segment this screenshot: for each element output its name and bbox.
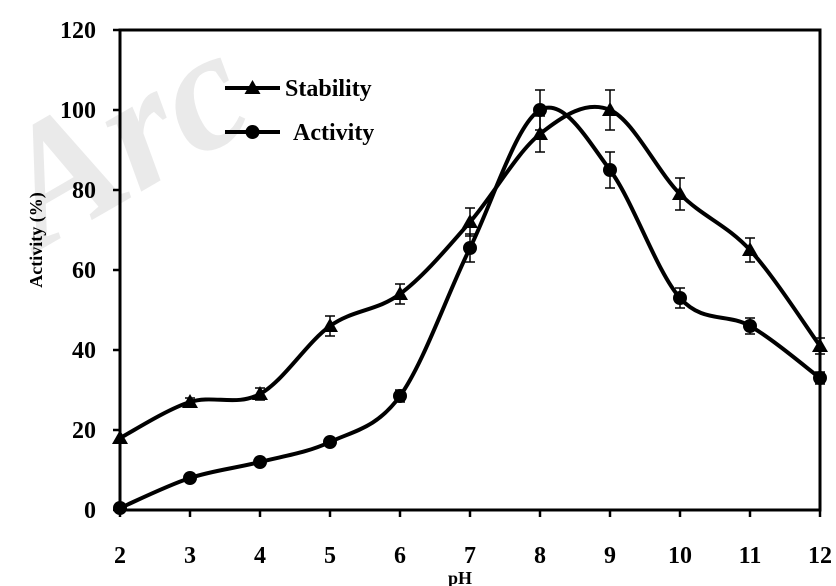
- legend-label: Activity: [293, 120, 374, 146]
- data-point-activity: [113, 501, 127, 515]
- data-point-stability: [322, 318, 338, 332]
- x-tick-label: 7: [464, 543, 476, 569]
- series-layer: [112, 89, 828, 515]
- data-point-activity: [603, 163, 617, 177]
- y-tick-label: 80: [72, 178, 96, 204]
- data-point-activity: [463, 241, 477, 255]
- x-tick-label: 4: [254, 543, 266, 569]
- series-activity: [113, 89, 827, 515]
- legend-item-activity: Activity: [225, 120, 374, 146]
- data-point-activity: [533, 103, 547, 117]
- data-point-stability: [602, 102, 618, 116]
- x-tick-label: 12: [808, 543, 832, 569]
- y-axis-label: Activity (%): [26, 192, 47, 287]
- x-tick-label: 9: [604, 543, 616, 569]
- data-point-activity: [183, 471, 197, 485]
- x-axis-label: pH: [448, 568, 472, 586]
- data-point-activity: [323, 435, 337, 449]
- x-tick-label: 8: [534, 543, 546, 569]
- data-point-stability: [742, 242, 758, 256]
- y-tick-label: 120: [60, 18, 96, 44]
- y-axis-ticks: 0 20 40 60 80 100 120: [60, 18, 120, 524]
- y-tick-label: 0: [84, 498, 96, 524]
- x-tick-label: 2: [114, 543, 126, 569]
- data-point-activity: [253, 455, 267, 469]
- x-axis-ticks: 2 3 4 5 6 7 8 9 10 11 12: [114, 510, 832, 569]
- data-point-stability: [672, 186, 688, 200]
- data-point-stability: [392, 286, 408, 300]
- data-point-activity: [393, 389, 407, 403]
- data-point-stability: [812, 338, 828, 352]
- x-tick-label: 5: [324, 543, 336, 569]
- series-stability: [112, 89, 828, 444]
- y-tick-label: 20: [72, 418, 96, 444]
- legend-marker-activity: [245, 125, 260, 139]
- data-point-activity: [743, 319, 757, 333]
- data-point-stability: [532, 126, 548, 140]
- legend-item-stability: Stability: [225, 76, 372, 102]
- y-tick-label: 40: [72, 338, 96, 364]
- data-point-stability: [462, 214, 478, 228]
- legend: Stability Activity: [225, 76, 374, 146]
- x-tick-label: 6: [394, 543, 406, 569]
- x-tick-label: 10: [668, 543, 692, 569]
- legend-marker-stability: [244, 80, 261, 94]
- data-point-stability: [252, 386, 268, 400]
- x-tick-label: 3: [184, 543, 196, 569]
- data-point-activity: [813, 371, 827, 385]
- data-point-activity: [673, 291, 687, 305]
- data-point-stability: [182, 394, 198, 408]
- x-tick-label: 11: [739, 543, 762, 569]
- legend-label: Stability: [285, 76, 372, 102]
- y-tick-label: 100: [60, 98, 96, 124]
- data-point-stability: [112, 430, 128, 444]
- y-tick-label: 60: [72, 258, 96, 284]
